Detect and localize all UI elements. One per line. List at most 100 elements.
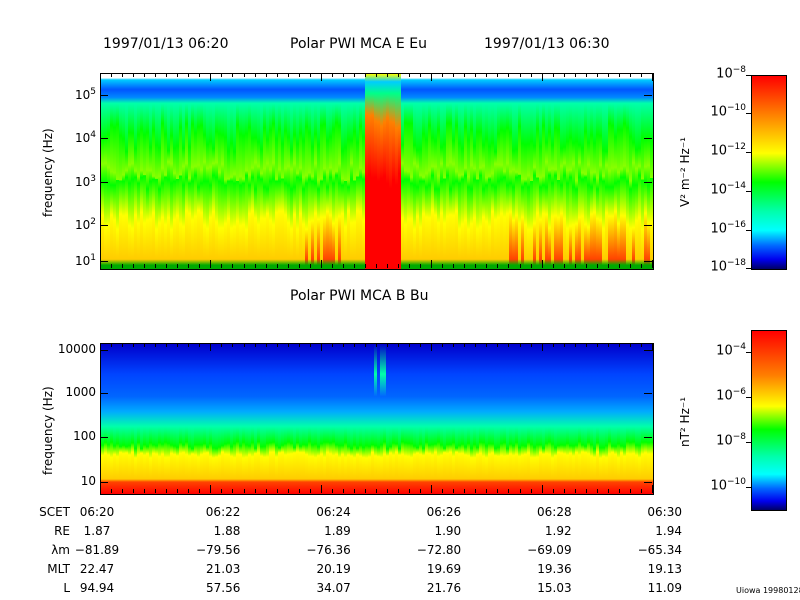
x-tick <box>530 489 532 493</box>
ephemeris-value: −76.36 <box>306 543 351 557</box>
spectrogram-column <box>224 74 227 269</box>
x-tick <box>618 73 620 77</box>
spectrogram-column <box>350 344 353 494</box>
ephemeris-value: 22.47 <box>79 562 115 576</box>
x-tick <box>640 73 642 77</box>
y-tick-label: 10 <box>40 474 96 488</box>
spectrogram-column <box>392 74 395 269</box>
ephemeris-value: 20.19 <box>316 562 351 576</box>
x-tick <box>486 489 488 493</box>
x-tick <box>574 264 576 268</box>
spectrogram-column <box>101 344 104 494</box>
x-tick <box>232 343 234 347</box>
x-tick <box>353 73 355 77</box>
ephemeris-value: 1.87 <box>83 524 111 538</box>
spectrogram-column <box>353 74 356 269</box>
spectrogram-column <box>206 344 209 494</box>
x-tick <box>133 489 135 493</box>
spectrogram-column <box>590 74 593 269</box>
spectrogram-column <box>605 74 608 269</box>
spectrogram-column <box>116 344 119 494</box>
y-tick-exponent: 2 <box>90 217 96 227</box>
spectrogram-column <box>128 344 131 494</box>
y-tick <box>100 393 108 394</box>
spectrogram-column <box>602 74 605 269</box>
spectrogram-column <box>629 74 632 269</box>
spectrogram-column <box>365 74 368 269</box>
colorbar-tick-exponent: −6 <box>732 387 746 397</box>
spectrogram-column <box>203 344 206 494</box>
spectrogram-column <box>275 74 278 269</box>
colorbar-tick-exponent: −18 <box>727 258 746 268</box>
colorbar-tick <box>746 191 751 192</box>
spectrogram-column <box>236 74 239 269</box>
spectrogram-column <box>113 74 116 269</box>
spectrogram-column <box>323 74 326 269</box>
y-tick <box>100 95 108 96</box>
spectrogram-column <box>533 344 536 494</box>
spectrogram-column <box>173 344 176 494</box>
title-start: 1997/01/13 06:20 <box>103 36 229 52</box>
spectrogram-column <box>278 344 281 494</box>
spectrogram-column <box>527 344 530 494</box>
spectrogram-column <box>575 344 578 494</box>
spectrogram-column <box>647 344 650 494</box>
spectrogram-column <box>452 344 455 494</box>
x-tick <box>331 73 333 77</box>
x-tick <box>398 343 400 347</box>
x-tick <box>541 260 543 268</box>
x-tick <box>210 260 212 268</box>
ephemeris-value: 06:20 <box>79 505 115 519</box>
spectrogram-column <box>476 74 479 269</box>
spectrogram-column <box>614 344 617 494</box>
colorbar-tick-label: 10−10 <box>690 477 746 493</box>
x-tick <box>574 73 576 77</box>
x-tick <box>552 343 554 347</box>
spectrogram-column <box>176 344 179 494</box>
spectrogram-column <box>539 74 542 269</box>
spectrogram-column <box>272 344 275 494</box>
x-tick <box>287 343 289 347</box>
spectrogram-column <box>635 74 638 269</box>
spectrogram-column <box>542 74 545 269</box>
spectrogram-column <box>335 344 338 494</box>
x-tick <box>420 264 422 268</box>
x-tick <box>652 485 653 493</box>
spectrogram-column <box>122 74 125 269</box>
colorbar-tick-label: 10−4 <box>690 342 746 358</box>
ephemeris-value: 19.69 <box>426 562 462 576</box>
spectrogram-column <box>206 74 209 269</box>
x-tick <box>508 343 510 347</box>
y-tick-label: 100 <box>40 429 96 443</box>
spectrogram-column <box>554 344 557 494</box>
spectrogram-column <box>506 74 509 269</box>
x-tick <box>199 343 201 347</box>
x-tick <box>453 264 455 268</box>
x-tick <box>100 485 101 493</box>
x-tick <box>398 73 400 77</box>
spectrogram-column <box>362 344 365 494</box>
spectrogram-column <box>566 74 569 269</box>
x-tick <box>607 264 609 268</box>
spectrogram-column <box>245 74 248 269</box>
x-tick <box>530 343 532 347</box>
spectrogram-column <box>242 344 245 494</box>
x-tick <box>596 489 598 493</box>
x-tick <box>640 489 642 493</box>
x-tick <box>309 343 311 347</box>
spectrogram-column <box>233 74 236 269</box>
spectrogram-column <box>413 74 416 269</box>
ephemeris-value: 06:28 <box>537 505 572 519</box>
spectrogram-column <box>410 344 413 494</box>
x-tick <box>155 73 157 77</box>
x-tick <box>475 489 477 493</box>
spectrogram-column <box>260 344 263 494</box>
x-tick <box>442 264 444 268</box>
spectrogram-column <box>332 344 335 494</box>
spectrogram-column <box>389 74 392 269</box>
spectrogram-column <box>470 74 473 269</box>
x-tick <box>420 73 422 77</box>
spectrogram-column <box>134 344 137 494</box>
colorbar-tick-value: 10 <box>716 343 733 359</box>
spectrogram-column <box>446 74 449 269</box>
